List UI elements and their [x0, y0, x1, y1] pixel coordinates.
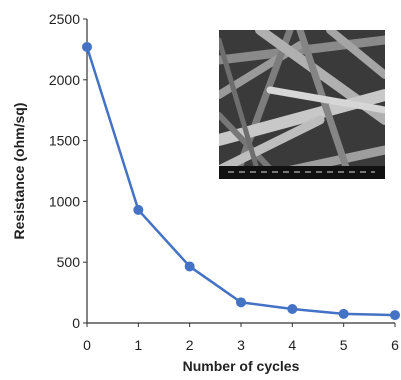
- x-tick-label: 2: [186, 337, 194, 353]
- data-series: [82, 41, 400, 321]
- data-point: [390, 310, 400, 321]
- x-tick-label: 6: [391, 337, 399, 353]
- sem-fiber: [219, 115, 325, 175]
- y-axis-title: Resistance (ohm/sq): [11, 103, 27, 240]
- y-tick-label: 1500: [49, 133, 80, 149]
- y-tick-label: 0: [72, 315, 80, 331]
- data-point: [82, 41, 92, 52]
- x-axis-title: Number of cycles: [183, 358, 300, 374]
- sem-inset-image: [219, 30, 385, 179]
- y-tick-label: 500: [57, 254, 81, 270]
- sem-fiber: [219, 37, 263, 179]
- x-tick-label: 1: [134, 337, 142, 353]
- sem-fiber: [266, 86, 385, 114]
- data-point: [133, 204, 144, 215]
- y-tick-label: 2500: [49, 11, 80, 27]
- chart-axes: [83, 18, 396, 327]
- sem-fiber: [326, 30, 385, 79]
- x-tick-label: 0: [83, 337, 91, 353]
- data-point: [338, 308, 349, 319]
- data-point: [236, 297, 246, 308]
- x-tick-label: 4: [288, 337, 296, 353]
- sem-info-bar: [219, 166, 385, 179]
- data-point: [184, 261, 195, 272]
- sem-fiber: [219, 35, 385, 65]
- sem-fiber: [296, 30, 354, 179]
- x-tick-label: 3: [237, 337, 245, 353]
- y-tick-label: 1000: [49, 193, 80, 209]
- x-tick-label: 5: [340, 337, 348, 353]
- tick-labels: 0 1 2 3 4 5 6 0 500 1000 1500 2000 2500: [49, 11, 399, 353]
- y-tick-label: 2000: [49, 72, 80, 88]
- data-point: [287, 304, 298, 315]
